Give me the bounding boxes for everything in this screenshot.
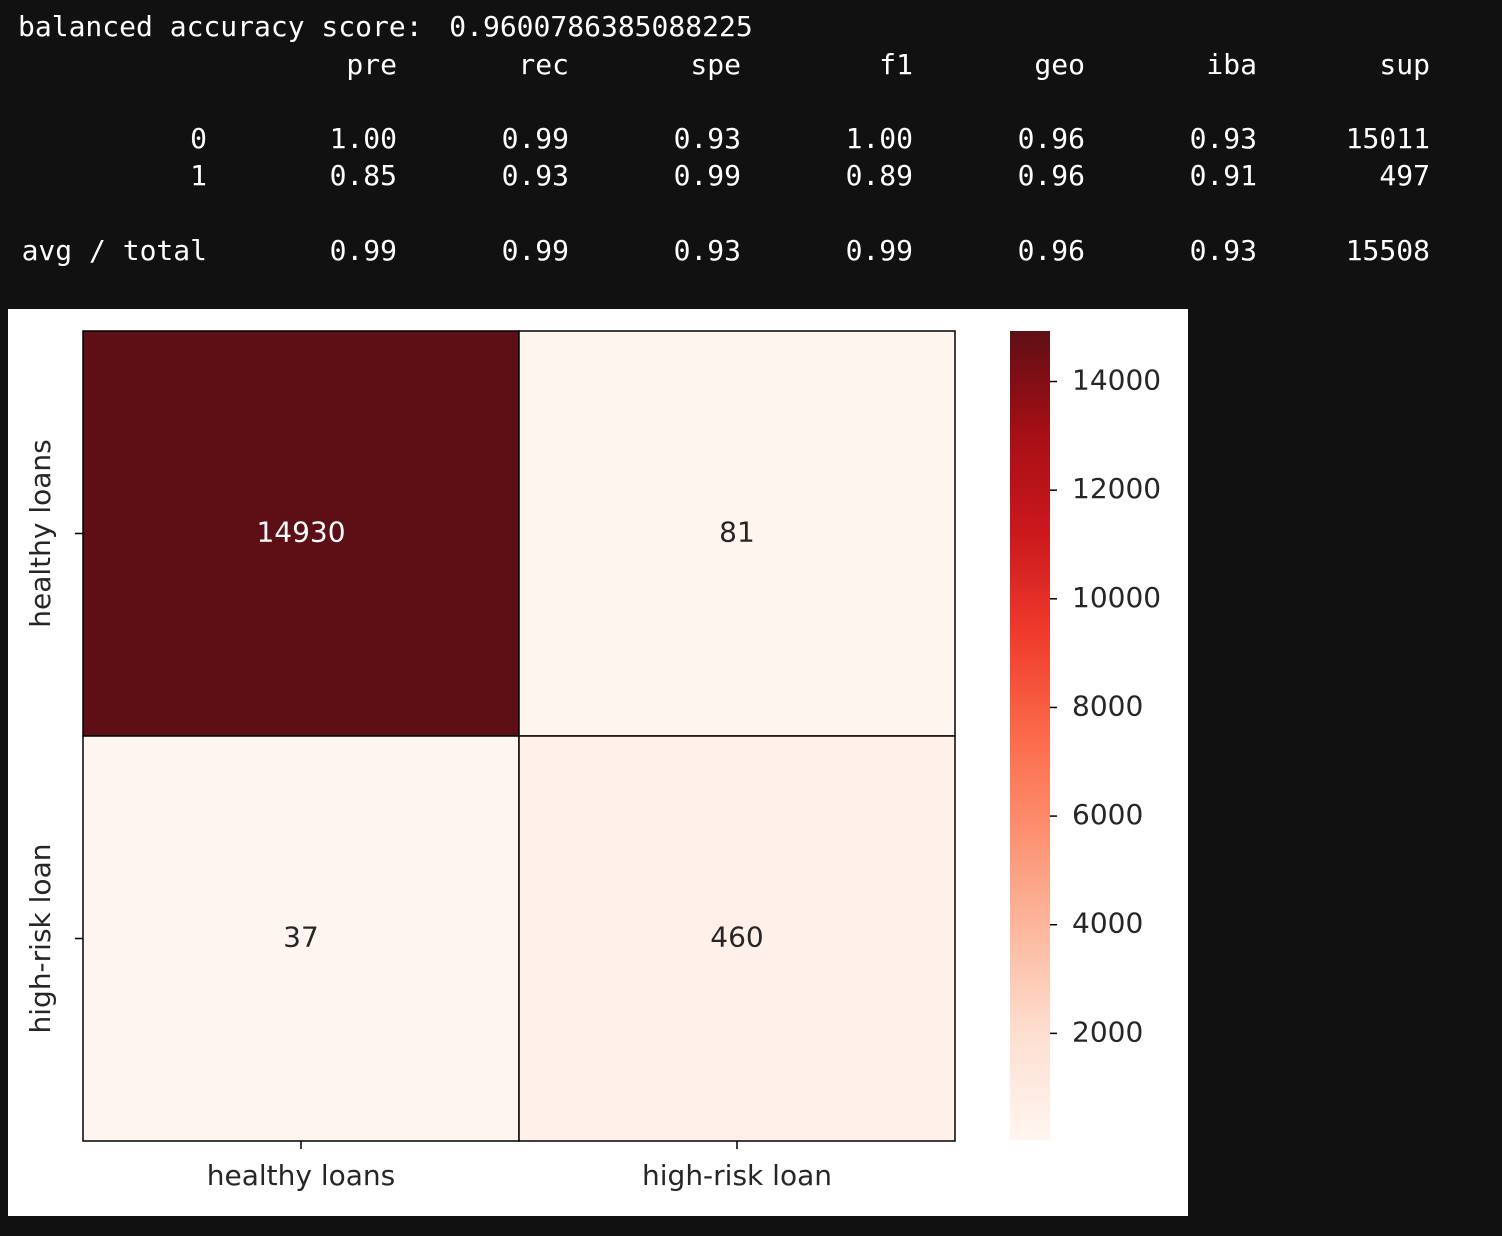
column-header: pre	[346, 48, 397, 81]
y-tick-label: healthy loans	[24, 439, 57, 628]
cell: 15508	[1346, 234, 1430, 267]
cell: 0.85	[330, 159, 397, 192]
heatmap-cell	[82, 330, 520, 737]
cell: 0.93	[674, 122, 741, 155]
cell: 0.96	[1018, 122, 1085, 155]
cell: 0.99	[674, 159, 741, 192]
row-label: 1	[190, 159, 207, 192]
heatmap-cell	[518, 330, 956, 737]
colorbar-tick-label: 6000	[1072, 798, 1143, 831]
colorbar-tick-label: 2000	[1072, 1015, 1143, 1048]
cell: 0.93	[1190, 234, 1257, 267]
cell: 0.89	[846, 159, 913, 192]
heatmap-cell	[518, 735, 956, 1142]
cell: 0.93	[674, 234, 741, 267]
y-tick-label: high-risk loan	[24, 844, 57, 1034]
column-header: iba	[1206, 48, 1257, 81]
colorbar-tick-label: 14000	[1072, 364, 1161, 397]
cell: 0.99	[330, 234, 397, 267]
cell: 15011	[1346, 122, 1430, 155]
x-tick-label: healthy loans	[207, 1159, 396, 1192]
row-label: avg / total	[22, 234, 207, 267]
column-header: geo	[1034, 48, 1085, 81]
cell: 0.93	[502, 159, 569, 192]
cell: 0.96	[1018, 159, 1085, 192]
cell-annotation: 81	[719, 516, 755, 549]
cell: 497	[1379, 159, 1430, 192]
column-header: f1	[879, 48, 913, 81]
cell-annotation: 460	[710, 921, 763, 954]
cell: 1.00	[330, 122, 397, 155]
cell: 0.93	[1190, 122, 1257, 155]
cell: 0.96	[1018, 234, 1085, 267]
cell: 0.99	[502, 122, 569, 155]
column-header: rec	[518, 48, 569, 81]
score-label: balanced accuracy score:	[18, 10, 423, 43]
colorbar-tick-label: 4000	[1072, 907, 1143, 940]
column-header: spe	[690, 48, 741, 81]
cell: 1.00	[846, 122, 913, 155]
column-header: sup	[1379, 48, 1430, 81]
row-label: 0	[190, 122, 207, 155]
cell: 0.99	[846, 234, 913, 267]
score-value: 0.9600786385088225	[449, 10, 752, 43]
heatmap-cell	[82, 735, 520, 1142]
x-tick-label: high-risk loan	[642, 1159, 832, 1192]
colorbar-tick-label: 8000	[1072, 689, 1143, 722]
colorbar-tick-label: 12000	[1072, 472, 1161, 505]
colorbar-tick-label: 10000	[1072, 581, 1161, 614]
cell: 0.91	[1190, 159, 1257, 192]
cell-annotation: 37	[283, 921, 319, 954]
cell-annotation: 14930	[256, 516, 345, 549]
cell: 0.99	[502, 234, 569, 267]
colorbar	[1010, 331, 1050, 1140]
